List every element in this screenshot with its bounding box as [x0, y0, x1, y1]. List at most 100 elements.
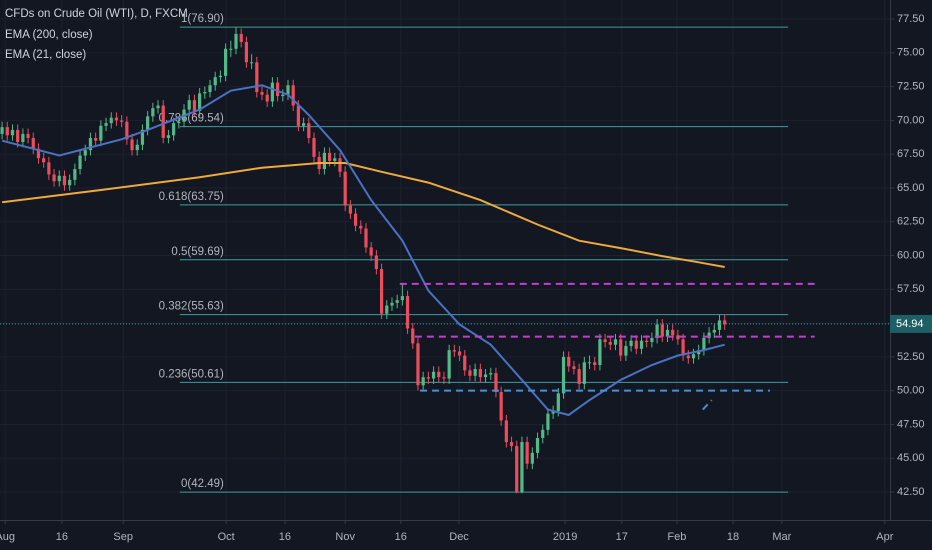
fib-label: 0.618(63.75): [159, 191, 224, 203]
candle-body: [624, 346, 628, 356]
fib-label: 0.382(55.63): [159, 301, 224, 313]
candle-body: [275, 82, 280, 97]
candle-body: [390, 302, 394, 306]
candle-body: [78, 155, 82, 170]
candle-body: [343, 171, 347, 206]
candle-body: [125, 121, 129, 140]
candle-body: [587, 362, 592, 364]
candle-body: [265, 94, 269, 102]
fib-label: 0.5(59.69): [171, 246, 224, 258]
fib-label: 0.786(69.54): [159, 113, 224, 125]
candle-body: [140, 129, 145, 145]
x-tick-label: Dec: [449, 531, 469, 543]
x-tick-label: Sep: [113, 531, 133, 543]
candle-body: [301, 123, 306, 126]
x-tick-label: Aug: [0, 531, 15, 543]
candle-body: [296, 105, 301, 126]
x-tick-label: 17: [616, 531, 628, 543]
candle-body: [723, 320, 727, 325]
candle-body: [156, 105, 160, 109]
candle-body: [416, 343, 420, 386]
candle-body: [239, 33, 243, 43]
candle-body: [338, 158, 342, 172]
candle-body: [598, 339, 602, 365]
candle-body: [691, 354, 696, 359]
candle-body: [218, 75, 223, 78]
candle-body: [447, 350, 451, 379]
candle-body: [52, 174, 56, 182]
candle-body: [120, 120, 124, 122]
candle-body: [483, 374, 488, 378]
candle-body: [250, 62, 254, 64]
candle-body: [437, 371, 441, 378]
legend-entry[interactable]: EMA (21, close): [5, 49, 86, 61]
x-tick-label: Oct: [218, 531, 235, 543]
candle-body: [463, 355, 467, 371]
candle-body: [489, 373, 493, 375]
chart-title: CFDs on Crude Oil (WTI), D, FXCM: [5, 8, 188, 20]
candle-body: [94, 137, 98, 141]
candle-body: [208, 85, 212, 93]
candle-body: [130, 139, 134, 151]
candle-body: [31, 137, 35, 149]
candle-body: [395, 300, 399, 303]
candle-body: [99, 125, 103, 141]
x-tick-label: Apr: [876, 531, 893, 543]
candle-body: [567, 356, 571, 367]
y-tick-label: 67.50: [897, 148, 925, 160]
candle-body: [707, 332, 711, 338]
candle-body: [608, 342, 612, 345]
candle-body: [619, 339, 623, 356]
candle-body: [353, 213, 358, 226]
candle-body: [187, 100, 191, 110]
candle-body: [224, 48, 228, 76]
x-tick-label: 2019: [553, 531, 577, 543]
legend-entry[interactable]: EMA (200, close): [5, 29, 93, 41]
fib-label: 1(76.90): [181, 13, 224, 25]
candle-body: [457, 351, 462, 356]
candle-body: [634, 340, 638, 349]
axes: 42.5045.0047.5050.0052.5055.0057.5060.00…: [0, 13, 932, 543]
y-tick-label: 57.50: [897, 283, 925, 295]
candle-body: [452, 350, 456, 352]
candle-body: [270, 82, 275, 102]
candle-body: [603, 339, 607, 343]
candle-body: [499, 392, 503, 421]
candle-body: [327, 152, 332, 161]
candle-body: [255, 62, 259, 93]
candle-body: [369, 247, 373, 256]
last-price-label: 54.94: [896, 318, 924, 330]
candle-body: [385, 305, 389, 314]
candle-body: [26, 133, 30, 138]
ema-line: [1, 84, 725, 417]
candle-body: [556, 393, 560, 411]
candle-body: [655, 324, 659, 338]
candle-body: [671, 329, 675, 336]
candle-body: [702, 337, 706, 351]
candle-body: [151, 108, 155, 117]
y-tick-label: 60.00: [897, 249, 925, 261]
candle-body: [16, 129, 20, 143]
y-tick-label: 52.50: [897, 351, 925, 363]
candle-body: [442, 377, 446, 379]
candle-body: [411, 328, 415, 344]
candle-body: [10, 129, 15, 136]
candle-body: [203, 92, 207, 94]
y-tick-label: 75.00: [897, 47, 925, 59]
candle-body: [582, 362, 586, 384]
candle-body: [520, 442, 524, 493]
y-tick-label: 47.50: [897, 418, 925, 430]
candle-body: [5, 127, 9, 136]
candle-body: [166, 135, 171, 138]
candle-body: [645, 340, 649, 343]
candle-body: [83, 150, 87, 156]
y-tick-label: 77.50: [897, 13, 925, 25]
candle-body: [478, 369, 482, 378]
candle-body: [613, 339, 618, 345]
candle-body: [42, 158, 46, 163]
last-price-box: [890, 314, 932, 333]
candle-body: [312, 137, 316, 157]
x-tick-label: 16: [395, 531, 407, 543]
candle-body: [135, 144, 139, 151]
